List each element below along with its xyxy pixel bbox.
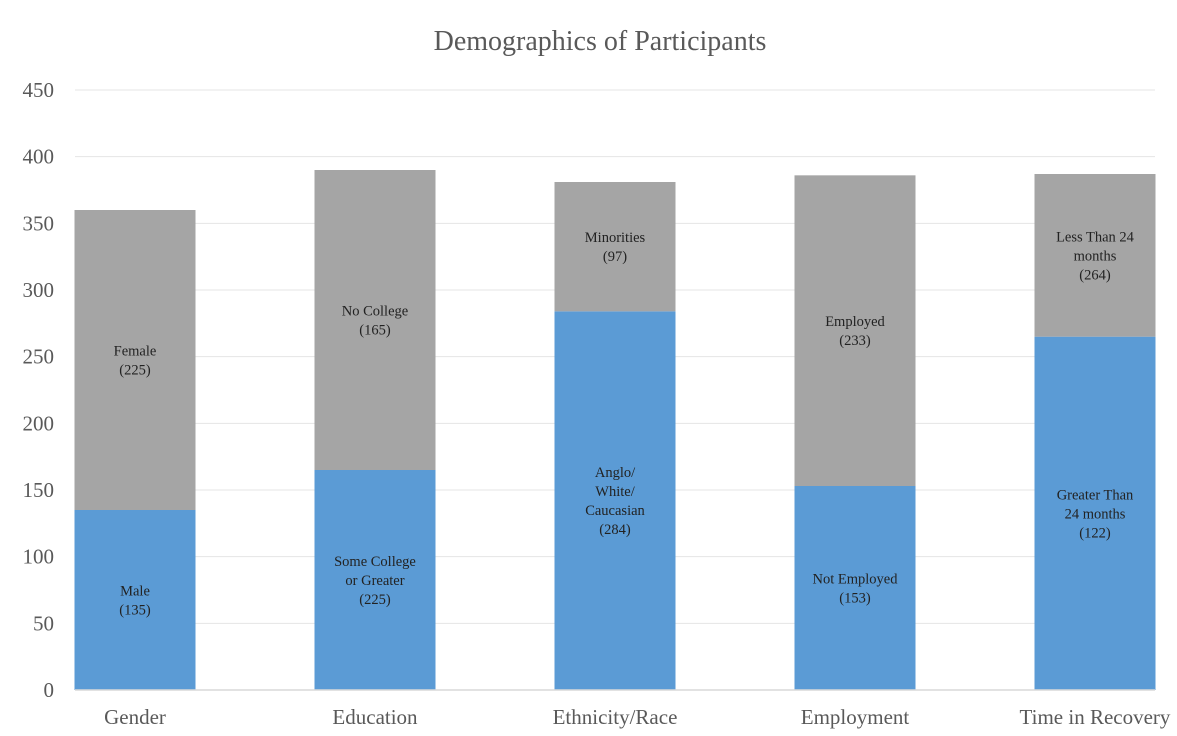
data-label: (165)	[359, 323, 391, 339]
data-label: or Greater	[345, 573, 404, 589]
bar-segment	[794, 175, 916, 487]
data-label: Not Employed	[813, 572, 899, 588]
data-label: White/	[595, 484, 635, 500]
data-label: (153)	[839, 591, 871, 607]
data-label: Male	[120, 584, 150, 600]
bars	[74, 170, 1156, 690]
y-tick-label: 300	[23, 278, 55, 302]
chart-title: Demographics of Participants	[434, 26, 767, 57]
data-label: Some College	[334, 554, 416, 570]
y-tick-label: 200	[23, 411, 55, 435]
bar-segment	[314, 470, 436, 690]
y-tick-label: 350	[23, 211, 55, 235]
data-label: Greater Than	[1057, 487, 1134, 503]
data-label: (233)	[839, 333, 871, 349]
x-category-label: Education	[332, 705, 418, 729]
axes: 0 50 100 150 200 250 300 350 400 450 Gender Educati…	[23, 78, 1171, 729]
y-tick-label: 100	[23, 545, 55, 569]
y-tick-label: 450	[23, 78, 55, 102]
data-label: months	[1074, 248, 1117, 264]
data-label: Female	[114, 344, 157, 360]
bar-segment	[314, 170, 436, 470]
data-label: (284)	[599, 522, 631, 538]
x-category-label: Ethnicity/Race	[553, 705, 678, 729]
x-category-label: Employment	[801, 705, 910, 729]
y-tick-label: 0	[44, 678, 55, 702]
segment-labels: Male (135) Female (225) Some College or Great…	[114, 229, 1135, 618]
bar-segment	[1034, 174, 1156, 337]
y-tick-label: 400	[23, 145, 55, 169]
data-label: (135)	[119, 603, 151, 619]
data-label: Less Than 24	[1056, 229, 1135, 245]
data-label: (97)	[603, 249, 627, 265]
data-label: Employed	[825, 314, 885, 330]
data-label: No College	[342, 304, 408, 320]
data-label: Anglo/	[595, 465, 636, 481]
data-label: Caucasian	[585, 503, 645, 519]
data-label: Minorities	[585, 230, 646, 246]
y-tick-label: 250	[23, 345, 55, 369]
y-tick-label: 50	[33, 611, 54, 635]
data-label: (225)	[119, 363, 151, 379]
bar-segment	[1034, 336, 1156, 690]
bar-segment	[554, 311, 676, 690]
x-category-label: Time in Recovery	[1020, 705, 1171, 729]
bar-segment	[554, 182, 676, 312]
data-label: (225)	[359, 592, 391, 608]
bar-segment	[74, 510, 196, 690]
x-category-label: Gender	[104, 705, 166, 729]
y-tick-label: 150	[23, 478, 55, 502]
bar-segment	[74, 210, 196, 510]
data-label: (122)	[1079, 525, 1111, 541]
data-label: 24 months	[1065, 506, 1126, 522]
data-label: (264)	[1079, 267, 1111, 283]
bar-segment	[794, 486, 916, 690]
